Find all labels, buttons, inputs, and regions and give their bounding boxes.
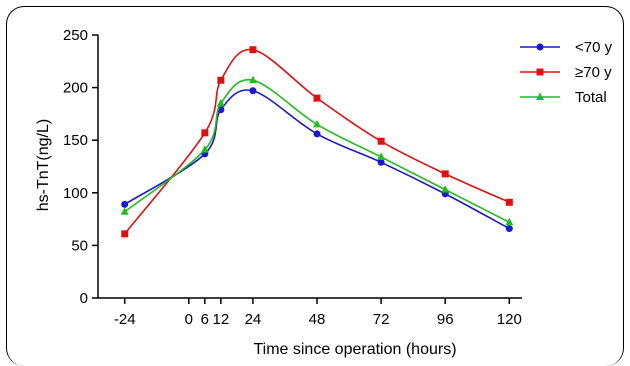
- x-tick-label: 6: [201, 311, 209, 328]
- data-point: [377, 152, 386, 161]
- y-tick-label: 250: [63, 27, 88, 44]
- data-point: [201, 129, 209, 137]
- data-point: [313, 119, 322, 128]
- x-tick-label: 72: [373, 311, 390, 328]
- data-point: [505, 217, 514, 226]
- data-point: [249, 87, 257, 95]
- legend-label: <70 y: [575, 39, 613, 56]
- x-tick-label: 0: [185, 311, 193, 328]
- legend-label: ≥70 y: [575, 64, 612, 81]
- data-point: [120, 207, 129, 215]
- x-tick-label: 120: [497, 311, 522, 328]
- y-tick-label: 150: [63, 132, 88, 149]
- x-tick-label: 96: [437, 311, 454, 328]
- legend-item: <70 y: [520, 39, 613, 56]
- x-tick-label: 48: [309, 311, 326, 328]
- data-point: [441, 185, 450, 193]
- data-point: [217, 76, 225, 84]
- y-tick-label: 200: [63, 80, 88, 97]
- series-1: [121, 87, 513, 233]
- data-point: [249, 46, 257, 54]
- data-point: [200, 145, 209, 153]
- series-line: [124, 48, 510, 235]
- legend-item: Total: [520, 89, 607, 106]
- x-tick-label: 24: [245, 311, 262, 328]
- data-point: [121, 200, 129, 208]
- legend-label: Total: [575, 89, 607, 106]
- legend-marker: [536, 43, 544, 51]
- data-point: [216, 98, 225, 107]
- x-tick-label: -24: [114, 311, 136, 328]
- data-point: [505, 225, 513, 233]
- chart-frame: [6, 6, 624, 366]
- data-point: [505, 198, 513, 206]
- data-point: [377, 158, 385, 166]
- data-point: [441, 170, 449, 178]
- y-tick-label: 100: [63, 185, 88, 202]
- data-point: [377, 137, 385, 145]
- y-tick-label: 50: [71, 237, 88, 254]
- y-axis-label: hs-TnT(ng/L): [35, 119, 52, 211]
- legend-item: ≥70 y: [520, 64, 612, 81]
- data-point: [121, 230, 129, 238]
- legend-marker: [536, 68, 544, 76]
- series-layer: [120, 46, 514, 238]
- data-point: [313, 94, 321, 102]
- legend-marker: [536, 92, 544, 100]
- series-2: [121, 46, 513, 238]
- series-line: [124, 89, 510, 230]
- legend: <70 y ≥70 y Total: [520, 39, 613, 106]
- y-tick-label: 0: [80, 290, 88, 307]
- data-point: [248, 75, 257, 84]
- x-axis-label: Time since operation (hours): [253, 341, 456, 358]
- series-3: [120, 75, 514, 226]
- data-point: [313, 130, 321, 138]
- x-tick-label: 12: [213, 311, 230, 328]
